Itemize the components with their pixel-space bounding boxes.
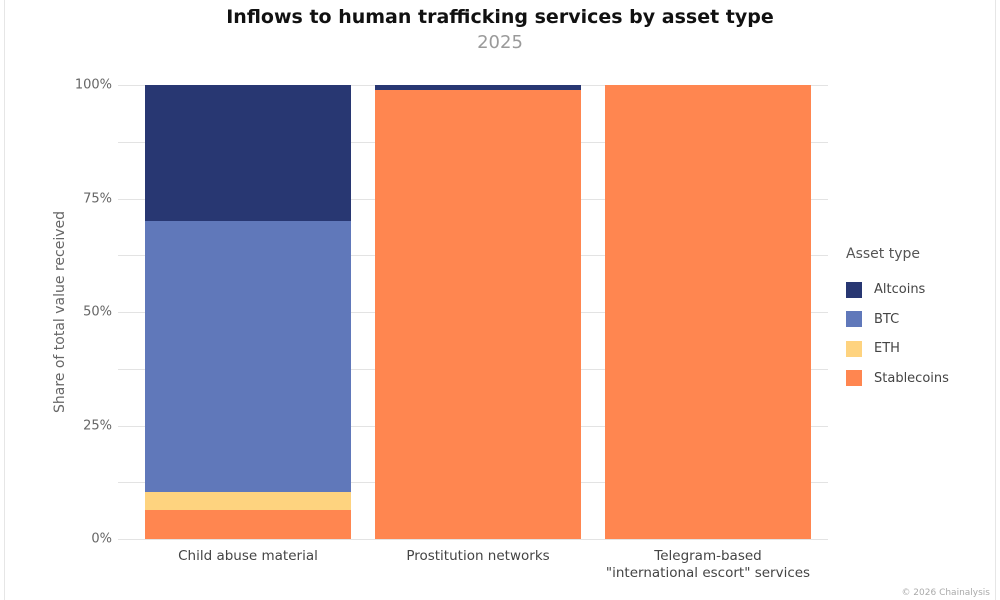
copyright-credit: © 2026 Chainalysis (901, 588, 990, 598)
legend-title: Asset type (846, 246, 920, 262)
x-tick-label: Telegram-based "international escort" ser… (585, 548, 831, 582)
legend-swatch-icon (846, 340, 862, 357)
legend-label: Altcoins (874, 282, 926, 298)
gridline (118, 539, 828, 540)
x-tick-label-line: "international escort" services (605, 565, 811, 581)
legend-label: ETH (874, 341, 900, 357)
bar-segment-stablecoins[interactable] (145, 509, 351, 539)
y-tick-label: 25% (83, 418, 112, 433)
y-tick-label: 100% (74, 77, 112, 93)
legend-swatch-icon (846, 281, 862, 298)
legend-item-eth[interactable]: ETH (846, 334, 949, 364)
stacked-bar[interactable] (145, 85, 351, 539)
legend-item-btc[interactable]: BTC (846, 305, 949, 335)
bar-segment-eth[interactable] (145, 491, 351, 510)
plot-area (118, 85, 828, 540)
x-tick-label-line: Telegram-based (654, 548, 762, 564)
bar-segment-stablecoins[interactable] (375, 89, 581, 539)
bar-segment-altcoins[interactable] (375, 85, 581, 90)
x-tick-label: Prostitution networks (355, 548, 601, 565)
chart-subtitle: 2025 (477, 32, 523, 53)
bar-segment-stablecoins[interactable] (605, 85, 811, 539)
legend-label: BTC (874, 311, 900, 327)
stacked-bar[interactable] (375, 85, 581, 539)
stacked-bar[interactable] (605, 85, 811, 539)
legend-item-altcoins[interactable]: Altcoins (846, 275, 949, 305)
bar-segment-altcoins[interactable] (145, 85, 351, 222)
x-tick-label-line: Child abuse material (178, 548, 318, 564)
legend-item-stablecoins[interactable]: Stablecoins (846, 364, 949, 394)
legend-label: Stablecoins (874, 370, 949, 386)
bar-segment-btc[interactable] (145, 221, 351, 492)
y-axis-label: Share of total value received (52, 211, 68, 413)
y-tick-label: 0% (91, 531, 112, 547)
x-tick-label-line: Prostitution networks (406, 548, 550, 564)
y-tick-label: 50% (83, 304, 112, 320)
chart-title: Inflows to human trafficking services by… (226, 6, 774, 28)
y-tick-label: 75% (83, 191, 112, 206)
legend: Asset type Altcoins BTC ETH Stablecoins (846, 246, 949, 393)
chart-frame (4, 0, 996, 600)
legend-swatch-icon (846, 311, 862, 328)
legend-swatch-icon (846, 370, 862, 387)
x-tick-label: Child abuse material (125, 548, 371, 565)
